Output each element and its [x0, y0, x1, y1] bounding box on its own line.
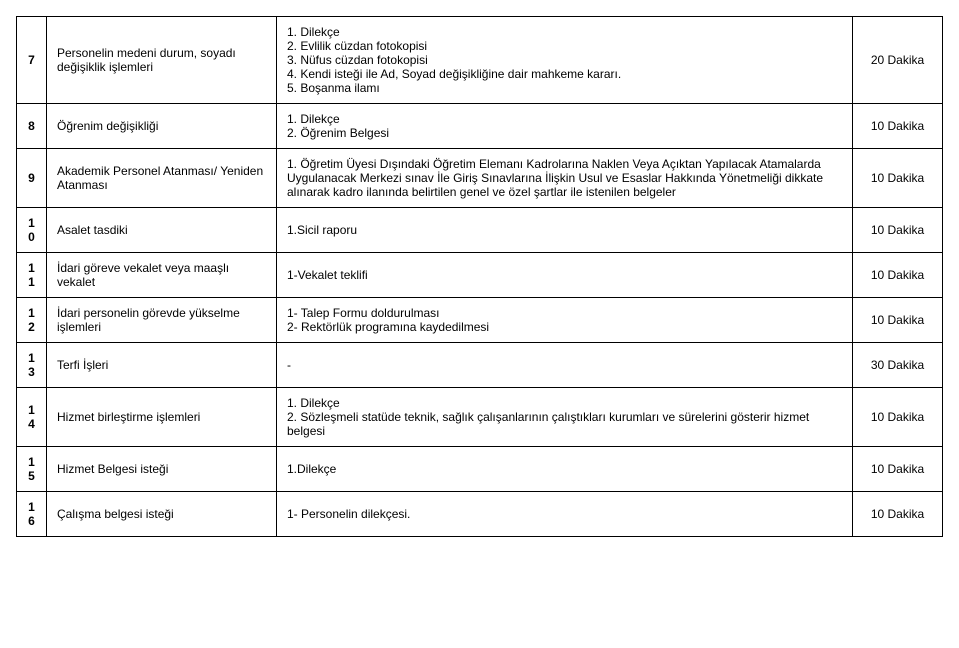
table-row: 11İdari göreve vekalet veya maaşlı vekal…: [17, 253, 943, 298]
required-documents: 1-Vekalet teklifi: [277, 253, 853, 298]
duration: 10 Dakika: [853, 492, 943, 537]
table-row: 16Çalışma belgesi isteği1- Personelin di…: [17, 492, 943, 537]
service-name: Personelin medeni durum, soyadı değişikl…: [47, 17, 277, 104]
table-row: 7Personelin medeni durum, soyadı değişik…: [17, 17, 943, 104]
service-name: İdari personelin görevde yükselme işleml…: [47, 298, 277, 343]
table-row: 9Akademik Personel Atanması/ Yeniden Ata…: [17, 149, 943, 208]
required-documents: 1. Dilekçe 2. Sözleşmeli statüde teknik,…: [277, 388, 853, 447]
duration: 10 Dakika: [853, 149, 943, 208]
row-number: 10: [17, 208, 47, 253]
required-documents: 1. Öğretim Üyesi Dışındaki Öğretim Elema…: [277, 149, 853, 208]
service-name: Hizmet Belgesi isteği: [47, 447, 277, 492]
table-row: 10Asalet tasdiki1.Sicil raporu10 Dakika: [17, 208, 943, 253]
service-name: Asalet tasdiki: [47, 208, 277, 253]
required-documents: 1. Dilekçe 2. Öğrenim Belgesi: [277, 104, 853, 149]
duration: 30 Dakika: [853, 343, 943, 388]
row-number: 16: [17, 492, 47, 537]
row-number: 11: [17, 253, 47, 298]
required-documents: 1.Dilekçe: [277, 447, 853, 492]
table-body: 7Personelin medeni durum, soyadı değişik…: [17, 17, 943, 537]
required-documents: 1. Dilekçe 2. Evlilik cüzdan fotokopisi …: [277, 17, 853, 104]
required-documents: 1- Talep Formu doldurulması 2- Rektörlük…: [277, 298, 853, 343]
duration: 10 Dakika: [853, 447, 943, 492]
row-number: 9: [17, 149, 47, 208]
service-name: Öğrenim değişikliği: [47, 104, 277, 149]
service-name: Çalışma belgesi isteği: [47, 492, 277, 537]
services-table: 7Personelin medeni durum, soyadı değişik…: [16, 16, 943, 537]
row-number: 8: [17, 104, 47, 149]
table-row: 15Hizmet Belgesi isteği1.Dilekçe10 Dakik…: [17, 447, 943, 492]
service-name: İdari göreve vekalet veya maaşlı vekalet: [47, 253, 277, 298]
row-number: 7: [17, 17, 47, 104]
required-documents: -: [277, 343, 853, 388]
row-number: 15: [17, 447, 47, 492]
row-number: 12: [17, 298, 47, 343]
duration: 10 Dakika: [853, 388, 943, 447]
service-name: Terfi İşleri: [47, 343, 277, 388]
table-row: 13Terfi İşleri-30 Dakika: [17, 343, 943, 388]
duration: 10 Dakika: [853, 253, 943, 298]
table-row: 8Öğrenim değişikliği1. Dilekçe 2. Öğreni…: [17, 104, 943, 149]
duration: 10 Dakika: [853, 104, 943, 149]
duration: 20 Dakika: [853, 17, 943, 104]
duration: 10 Dakika: [853, 298, 943, 343]
duration: 10 Dakika: [853, 208, 943, 253]
service-name: Hizmet birleştirme işlemleri: [47, 388, 277, 447]
table-row: 14Hizmet birleştirme işlemleri1. Dilekçe…: [17, 388, 943, 447]
service-name: Akademik Personel Atanması/ Yeniden Atan…: [47, 149, 277, 208]
required-documents: 1.Sicil raporu: [277, 208, 853, 253]
row-number: 13: [17, 343, 47, 388]
row-number: 14: [17, 388, 47, 447]
table-row: 12İdari personelin görevde yükselme işle…: [17, 298, 943, 343]
required-documents: 1- Personelin dilekçesi.: [277, 492, 853, 537]
